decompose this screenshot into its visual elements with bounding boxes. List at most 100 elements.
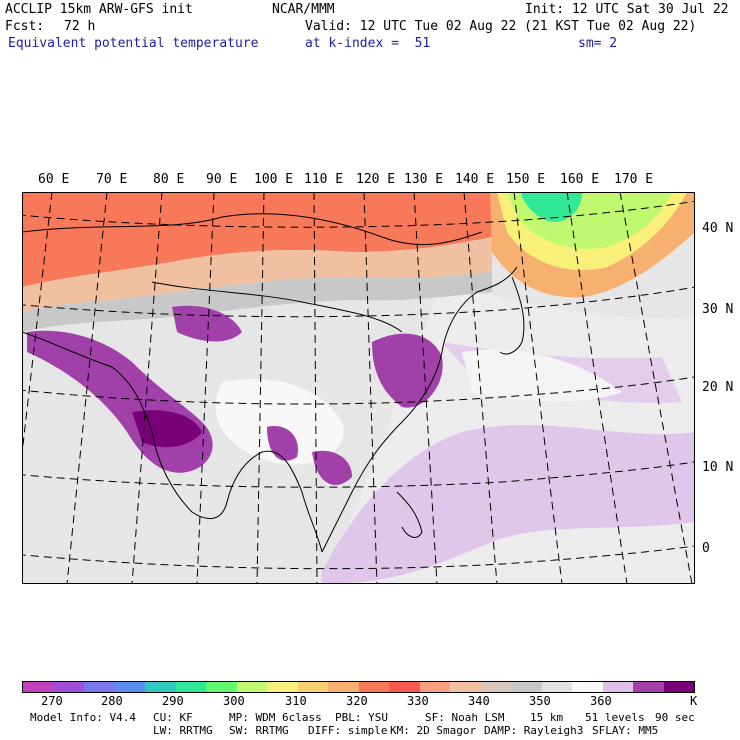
northern-peach-band [22,237,492,312]
lon-line [22,192,53,458]
colorbar-swatch [541,682,572,692]
colorbar-swatch [572,682,603,692]
footer-timestep: 90 sec [655,711,695,724]
lon-label: 120 E [356,172,396,187]
lon-line [196,192,215,584]
footer-sw: SW: RRTMG [229,724,289,737]
lon-line [363,192,378,584]
colorbar-tick: 320 [346,694,368,708]
lat-line-20 [22,376,695,405]
lon-line [566,192,628,584]
colorbar-tick: 310 [285,694,307,708]
organization-label: NCAR/MMM [272,2,335,17]
colorbar-tick: 360 [590,694,612,708]
colorbar-swatch [53,682,84,692]
philippines-coastline [396,491,423,538]
colorbar-tick: 290 [162,694,184,708]
footer-levels: 51 levels [585,711,645,724]
lon-label: 110 E [304,172,344,187]
china-convection [372,333,443,408]
colorbar-swatch [328,682,359,692]
colorbar-tick: 270 [41,694,63,708]
northern-warm-band [22,192,492,287]
field-name: Equivalent potential temperature [8,36,259,51]
lat-label: 10 N [702,460,734,475]
footer-lw: LW: RRTMG [153,724,213,737]
model-title: ACCLIP 15km ARW-GFS init [5,2,193,17]
lon-label: 170 E [614,172,654,187]
smoothing-label: sm= 2 [578,36,618,51]
lon-line [513,192,563,584]
lon-label: 90 E [206,172,238,187]
colorbar-swatch [389,682,420,692]
lon-label: 70 E [96,172,128,187]
level-label: at k-index = 51 [305,36,431,51]
lon-line [131,192,163,584]
colorbar-swatch [480,682,511,692]
footer-pbl: PBL: YSU [335,711,388,724]
colorbar-swatch [175,682,206,692]
colorbar-swatch [450,682,481,692]
colorbar-swatch [114,682,145,692]
lon-line [66,192,108,584]
lat-label: 30 N [702,302,734,317]
colorbar-swatch [84,682,115,692]
lon-line [463,192,498,584]
footer-cu: CU: KF [153,711,193,724]
colorbar-swatch [267,682,298,692]
lon-label: 160 E [560,172,600,187]
coastline [22,331,323,553]
china-border [151,281,403,333]
lon-label: 80 E [153,172,185,187]
colorbar-swatch [23,682,54,692]
white-patch [215,378,344,465]
lon-line [313,192,318,584]
colorbar-swatch [419,682,450,692]
colorbar-tick: 350 [529,694,551,708]
northern-grey-band [22,272,492,332]
colorbar-swatch [206,682,237,692]
lon-label: 140 E [455,172,495,187]
equivalent-potential-temperature-map [22,192,695,584]
footer-mp: MP: WDM 6class [229,711,322,724]
colorbar-tick: 300 [223,694,245,708]
south-china-sea-convection [312,450,352,485]
forecast-label: Fcst: [5,19,45,34]
colorbar-tick: 330 [407,694,429,708]
lat-line-0 [22,545,695,570]
colorbar-tick: 280 [101,694,123,708]
footer-damp: DAMP: Rayleigh3 [484,724,584,737]
colorbar [22,681,695,693]
forecast-hour: 72 h [64,19,96,34]
plume-green [522,192,582,222]
map-frame [22,192,695,584]
lat-label: 20 N [702,380,734,395]
lon-label: 130 E [404,172,444,187]
footer-resolution: 15 km [530,711,564,724]
footer-sf: SF: Noah LSM [425,711,505,724]
lon-label: 100 E [254,172,294,187]
india-core [132,410,202,448]
lat-line-30 [22,286,695,318]
lon-line [413,192,438,584]
colorbar-swatch [145,682,176,692]
colorbar-swatch [511,682,542,692]
footer-km: KM: 2D Smagor [390,724,477,737]
colorbar-unit: K [690,694,698,708]
lon-line [256,192,265,584]
footer-model-info: Model Info: V4.4 [30,711,136,724]
footer-sflay: SFLAY: MM5 [592,724,659,737]
footer-diff: DIFF: simple [308,724,388,737]
coastline [321,266,518,553]
white-patch [462,349,622,402]
lat-line-10 [22,461,695,488]
colorbar-swatch [358,682,389,692]
colorbar-swatch [297,682,328,692]
tropical-lavender [322,424,695,584]
colorbar-tick: 340 [468,694,490,708]
lon-label: 150 E [506,172,546,187]
lat-line-40 [22,200,695,228]
init-time: Init: 12 UTC Sat 30 Jul 22 [525,2,729,17]
colorbar-swatch [602,682,633,692]
colorbar-swatch [633,682,664,692]
